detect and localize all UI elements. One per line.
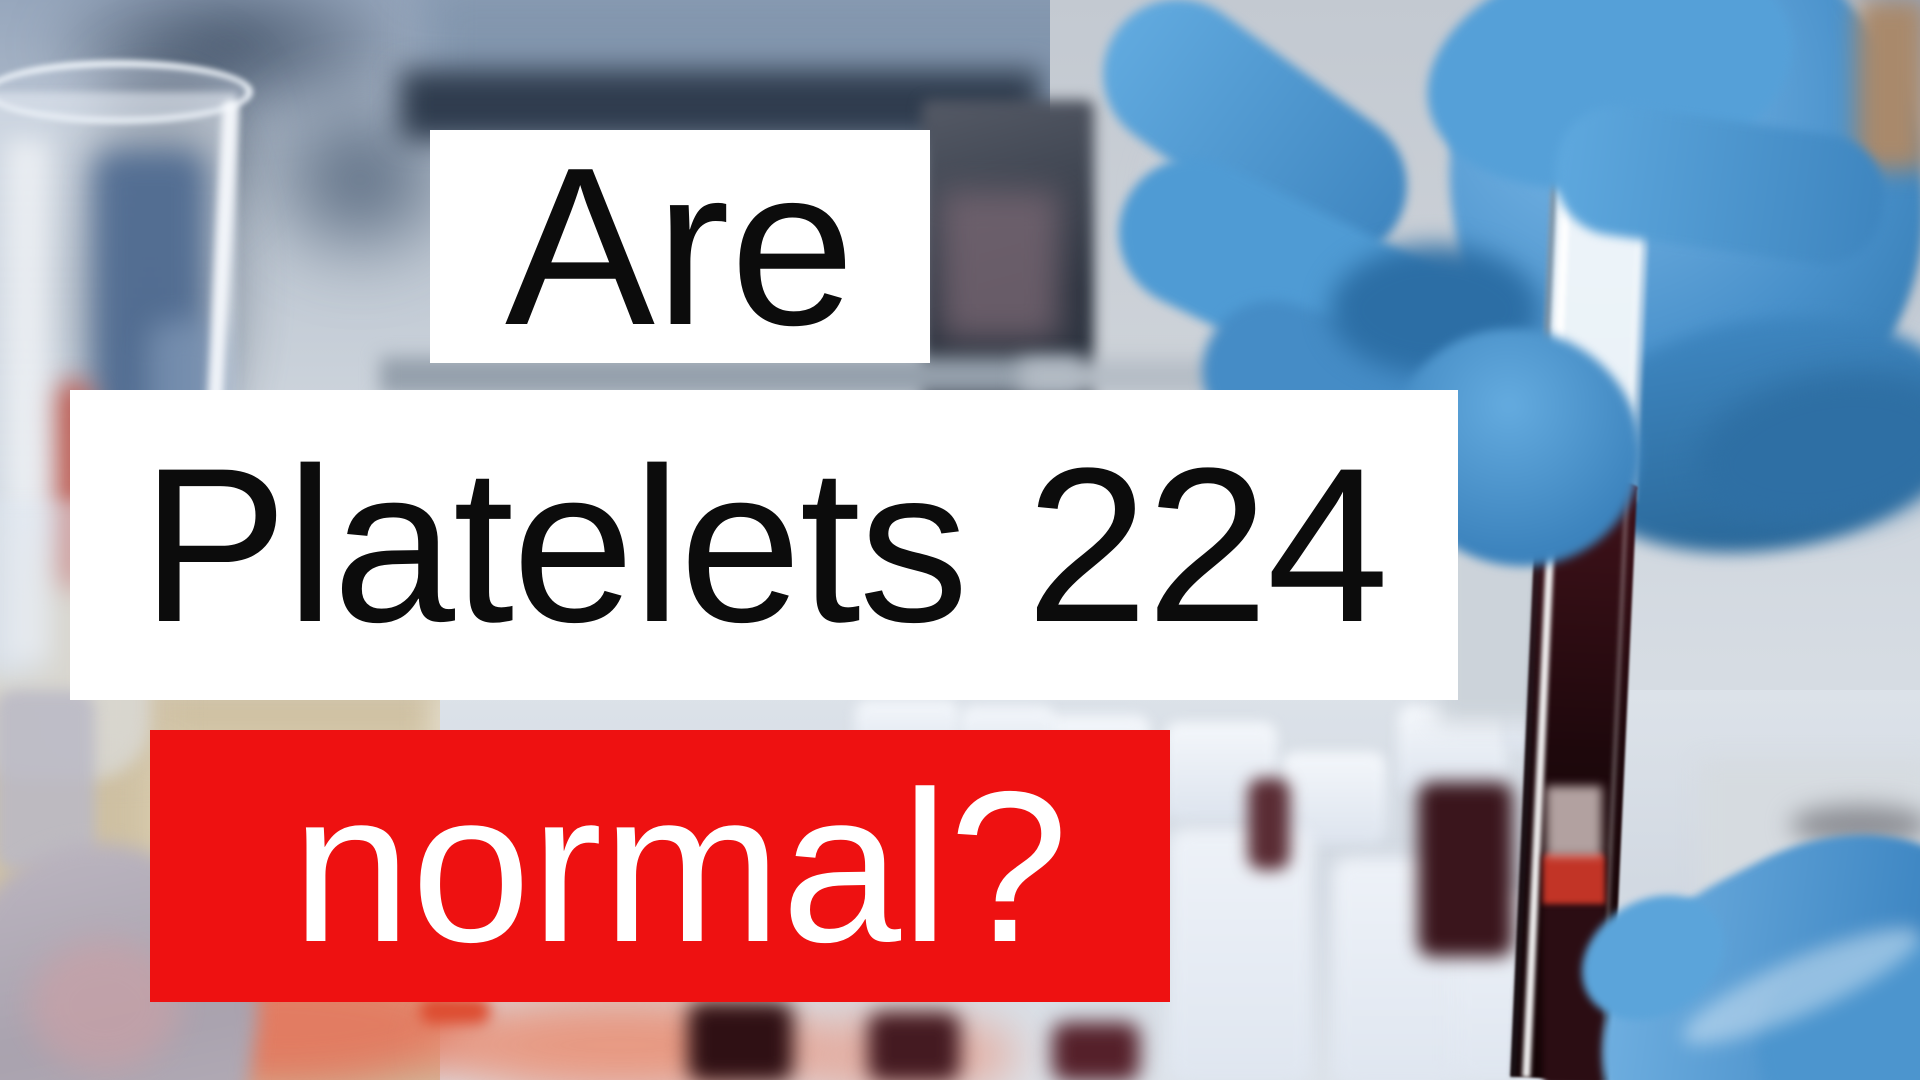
headline-text-are: Are bbox=[504, 120, 856, 372]
frosted-tube-body bbox=[1168, 828, 1313, 1080]
blood-sample-tube bbox=[868, 1012, 960, 1080]
headline-box-are: Are bbox=[430, 130, 930, 363]
blood-smear-blur bbox=[420, 998, 490, 1024]
red-blood-band bbox=[1543, 852, 1605, 904]
headline-text-normal: normal? bbox=[291, 745, 1069, 987]
erlenmeyer-neck bbox=[0, 690, 95, 870]
background-gray-band bbox=[380, 357, 1080, 395]
blood-sample-tube bbox=[1418, 782, 1513, 957]
blood-sample-tube bbox=[688, 1002, 793, 1080]
monitor-reflection bbox=[940, 190, 1060, 340]
headline-box-normal: normal? bbox=[150, 730, 1170, 1002]
headline-text-platelets: Platelets 224 bbox=[141, 422, 1389, 668]
headline-box-platelets: Platelets 224 bbox=[70, 390, 1458, 700]
warm-background-patch bbox=[1856, 0, 1920, 170]
tube-glass-blur bbox=[1546, 786, 1602, 856]
blood-sample-tube bbox=[1052, 1022, 1140, 1080]
blood-sample-tube bbox=[1248, 778, 1290, 870]
